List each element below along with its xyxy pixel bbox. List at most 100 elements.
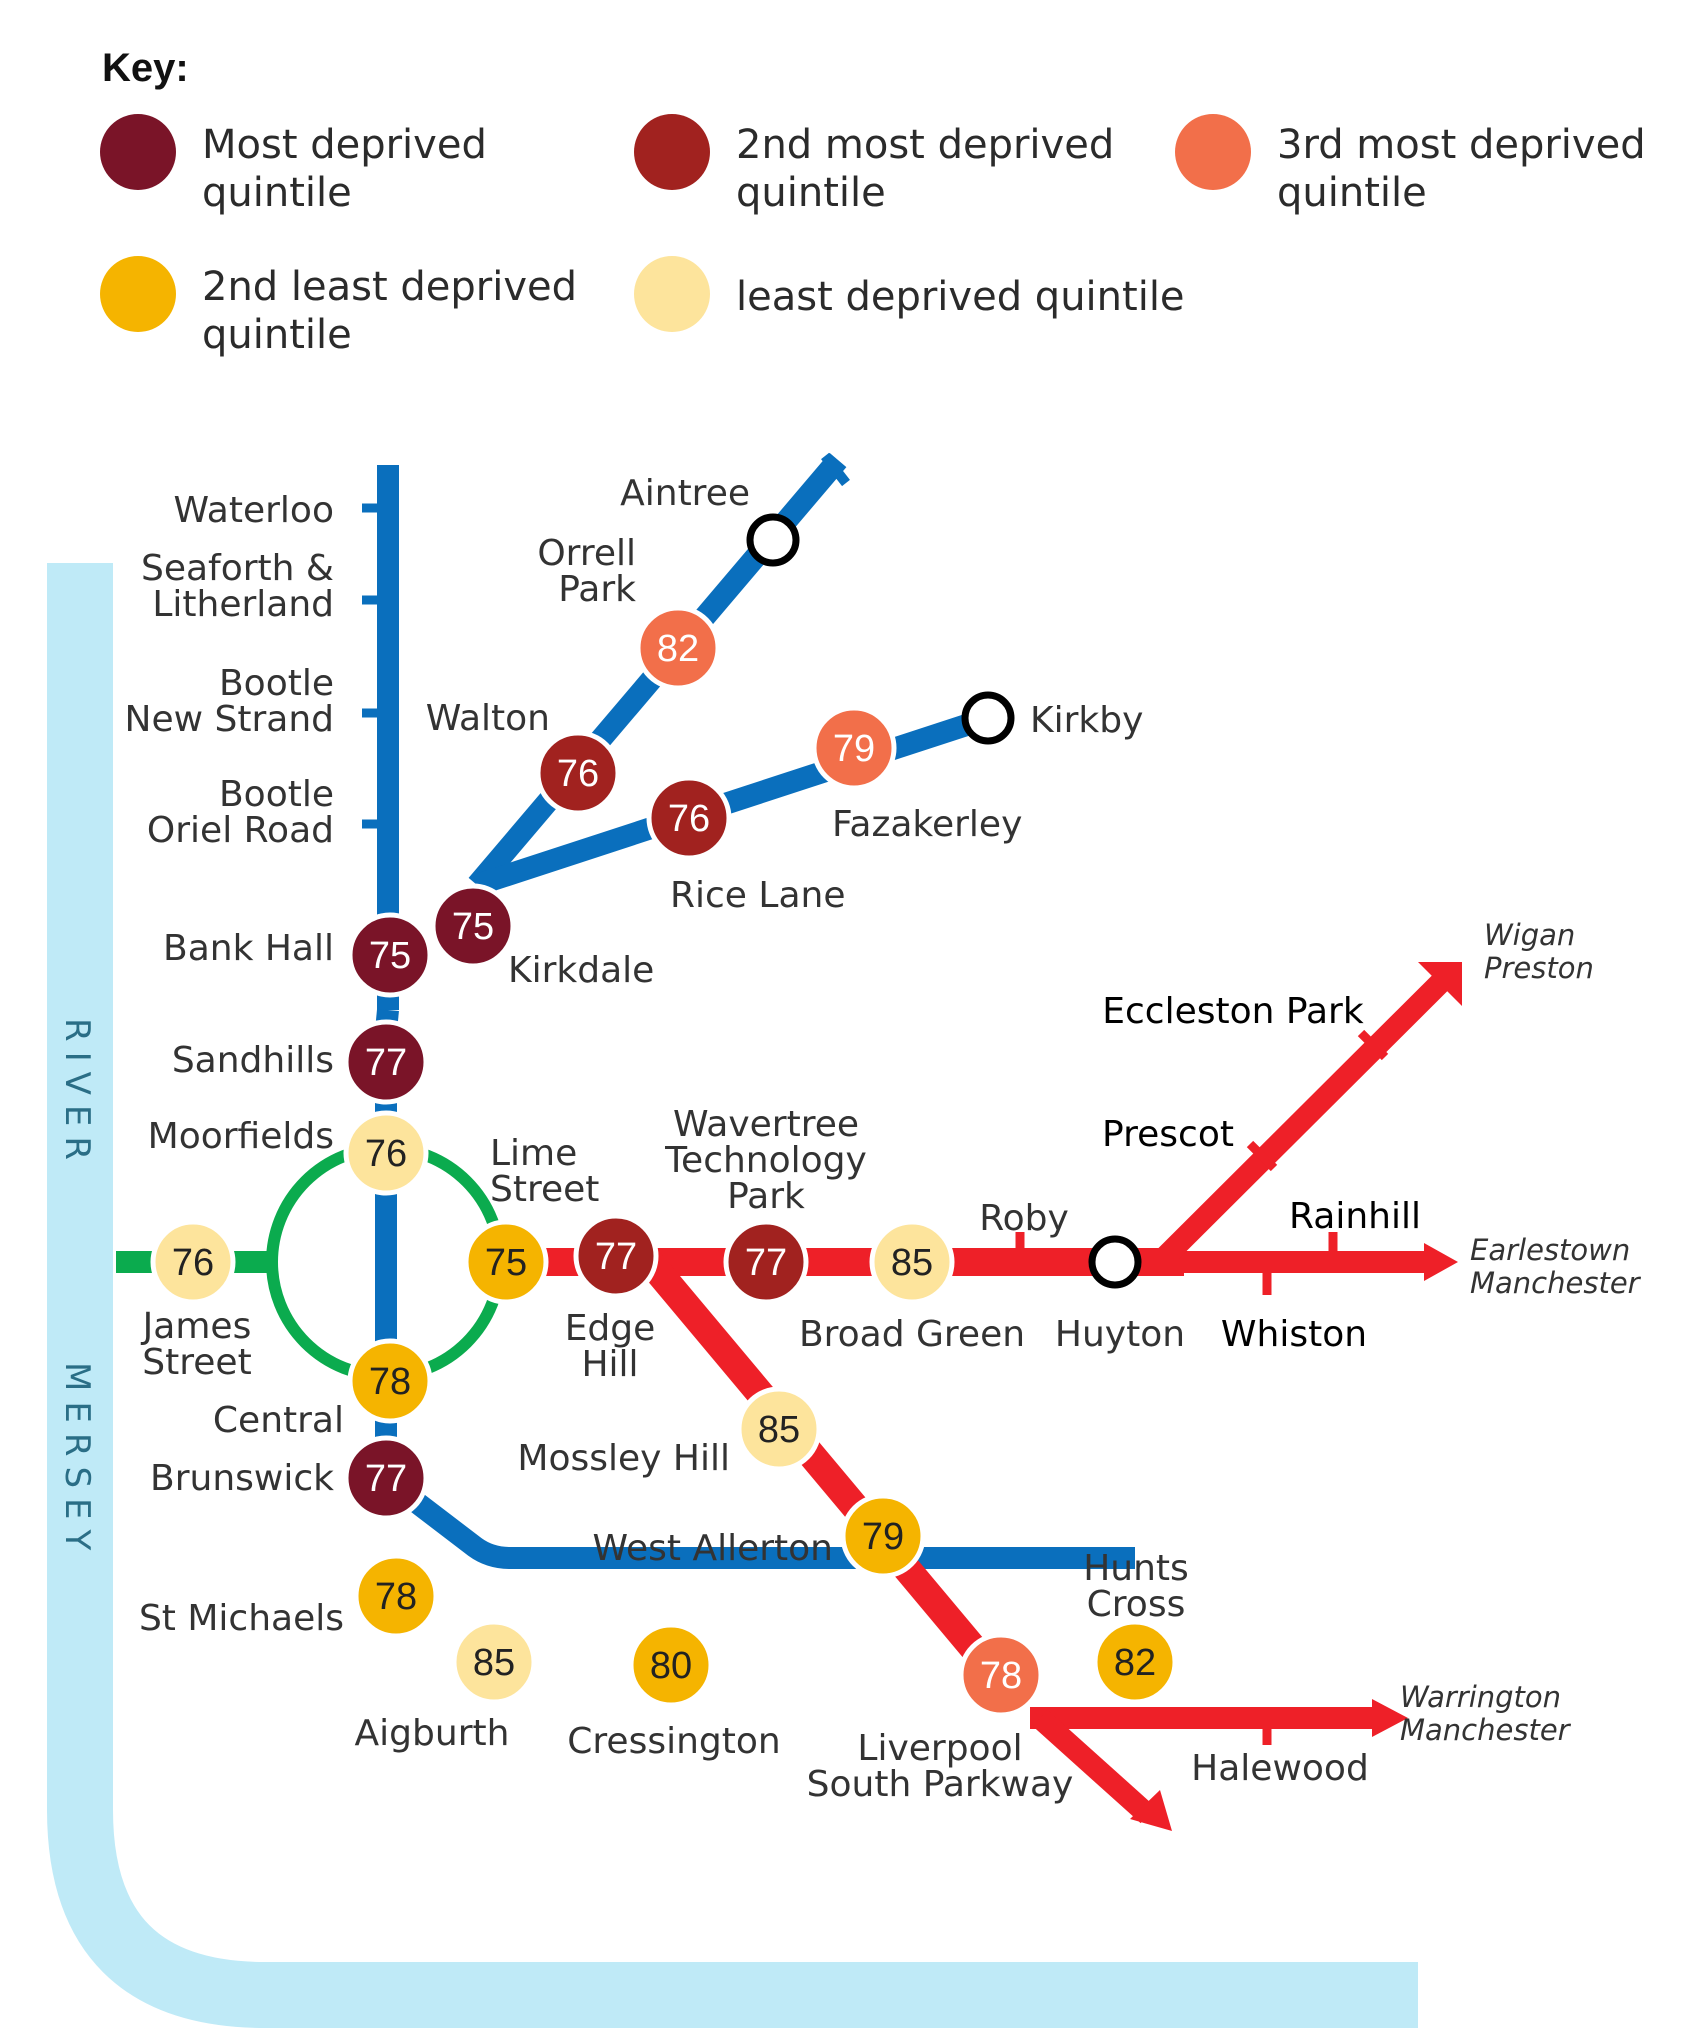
station-name-line: Whiston bbox=[1221, 1314, 1367, 1355]
station-name-line: Wavertree bbox=[673, 1104, 859, 1145]
life-expectancy-value: 77 bbox=[365, 1458, 407, 1500]
station-name-line: Prescot bbox=[1102, 1114, 1234, 1155]
station-badge-brunswick: 77 bbox=[343, 1435, 429, 1521]
station-marker bbox=[343, 1110, 429, 1196]
station-label-brunswick: Brunswick bbox=[150, 1458, 334, 1499]
station-label-kirkby: Kirkby bbox=[1030, 700, 1143, 741]
station-badges: 75 75 77 82 76 79 76 76 76 75 78 77 77 85 77 78 85 80 85 79… bbox=[150, 605, 1178, 1718]
station-marker bbox=[343, 1435, 429, 1521]
station-marker bbox=[840, 1493, 926, 1579]
station-marker bbox=[347, 912, 433, 998]
station-badge-cressington: 80 bbox=[628, 1622, 714, 1708]
life-expectancy-value: 77 bbox=[365, 1042, 407, 1084]
station-label-waterloo: Waterloo bbox=[174, 490, 334, 531]
station-marker bbox=[736, 1386, 822, 1472]
life-expectancy-value: 78 bbox=[375, 1576, 417, 1618]
station-name-line: South Parkway bbox=[807, 1764, 1074, 1805]
northern-line-kirkby-branch bbox=[473, 707, 992, 896]
station-marker bbox=[869, 1219, 955, 1305]
interchange-rings bbox=[746, 513, 1142, 1289]
river-label: MERSEY bbox=[57, 1362, 97, 1560]
life-expectancy-value: 76 bbox=[365, 1133, 407, 1175]
key-label-line1: Most deprived bbox=[202, 122, 487, 168]
station-name-line: Hill bbox=[581, 1344, 638, 1385]
station-label-sandhills: Sandhills bbox=[172, 1040, 334, 1081]
station-badge-moorfields: 76 bbox=[343, 1110, 429, 1196]
life-expectancy-value: 75 bbox=[485, 1242, 527, 1284]
station-name-line: Bootle bbox=[219, 774, 334, 815]
life-expectancy-value: 79 bbox=[833, 728, 875, 770]
station-badge-liverpool-south-parkway: 78 bbox=[958, 1632, 1044, 1718]
station-name-line: Moorfields bbox=[148, 1116, 334, 1157]
key-swatch bbox=[634, 256, 710, 332]
station-badge-orrell-park: 82 bbox=[635, 605, 721, 691]
key-swatch bbox=[100, 114, 176, 190]
station-name-line: Mossley Hill bbox=[517, 1438, 730, 1479]
station-name-line: Fazakerley bbox=[832, 804, 1022, 845]
station-name-line: West Allerton bbox=[593, 1528, 834, 1569]
station-marker bbox=[430, 883, 516, 969]
key-swatch bbox=[634, 114, 710, 190]
station-label-whiston: Whiston bbox=[1221, 1314, 1367, 1355]
station-name-line: Technology bbox=[664, 1140, 867, 1181]
city-line-to-halewood-south bbox=[1032, 1709, 1156, 1824]
arrow-halewood-south bbox=[1130, 1790, 1172, 1831]
life-expectancy-value: 75 bbox=[369, 935, 411, 977]
station-name-line: Aintree bbox=[620, 473, 750, 514]
station-marker bbox=[353, 1553, 439, 1639]
station-label-central: Central bbox=[213, 1400, 344, 1441]
life-expectancy-value: 76 bbox=[557, 753, 599, 795]
station-badge-edge-hill: 77 bbox=[573, 1213, 659, 1299]
station-label-halewood: Halewood bbox=[1191, 1748, 1369, 1789]
station-marker bbox=[1092, 1619, 1178, 1705]
station-marker bbox=[573, 1213, 659, 1299]
key-label-line2: quintile bbox=[1277, 170, 1427, 216]
station-name-line: Oriel Road bbox=[147, 810, 334, 851]
station-label-west-allerton: West Allerton bbox=[593, 1528, 834, 1569]
life-expectancy-value: 76 bbox=[172, 1242, 214, 1284]
station-label-st-michaels: St Michaels bbox=[139, 1598, 344, 1639]
station-name-line: Walton bbox=[426, 698, 550, 739]
life-expectancy-value: 78 bbox=[369, 1361, 411, 1403]
key-item-least-deprived: least deprived quintile bbox=[634, 256, 1185, 332]
station-marker bbox=[347, 1338, 433, 1424]
station-name-line: Lime bbox=[490, 1133, 577, 1174]
station-name-line: Brunswick bbox=[150, 1458, 334, 1499]
station-label-huyton: Huyton bbox=[1055, 1314, 1185, 1355]
key-swatch bbox=[1175, 114, 1251, 190]
station-name-line: James bbox=[141, 1306, 252, 1347]
station-name-line: Hunts bbox=[1083, 1548, 1189, 1589]
station-badge-lime-street: 75 bbox=[463, 1219, 549, 1305]
key-label-line1: 2nd least deprived bbox=[202, 264, 577, 310]
station-name-line: Bank Hall bbox=[163, 928, 334, 969]
interchange-ring-huyton bbox=[1088, 1235, 1142, 1289]
life-expectancy-value: 82 bbox=[657, 628, 699, 670]
key-label-line2: quintile bbox=[202, 170, 352, 216]
station-name-line: Litherland bbox=[152, 584, 334, 625]
key-label-line2: quintile bbox=[202, 312, 352, 358]
station-name-line: Park bbox=[558, 569, 636, 610]
destination-name-line: Manchester bbox=[1400, 1713, 1572, 1747]
station-name-line: Kirkby bbox=[1030, 700, 1143, 741]
station-name-line: Edge bbox=[565, 1308, 656, 1349]
station-marker bbox=[811, 705, 897, 791]
station-name-line: Central bbox=[213, 1400, 344, 1441]
station-label-aintree: Aintree bbox=[620, 473, 750, 514]
destination-name-line: Earlestown bbox=[1470, 1233, 1630, 1267]
station-badge-mossley-hill: 85 bbox=[736, 1386, 822, 1472]
life-expectancy-value: 79 bbox=[862, 1516, 904, 1558]
station-name-line: Eccleston Park bbox=[1102, 991, 1364, 1032]
station-label-rice-lane: Rice Lane bbox=[670, 875, 845, 916]
station-name-line: Liverpool bbox=[857, 1728, 1022, 1769]
station-label-aigburth: Aigburth bbox=[355, 1713, 510, 1754]
interchange-ring-kirkby bbox=[961, 691, 1015, 745]
interchange-ring-aintree bbox=[746, 513, 800, 567]
station-badge-hunts-cross: 82 bbox=[1092, 1619, 1178, 1705]
